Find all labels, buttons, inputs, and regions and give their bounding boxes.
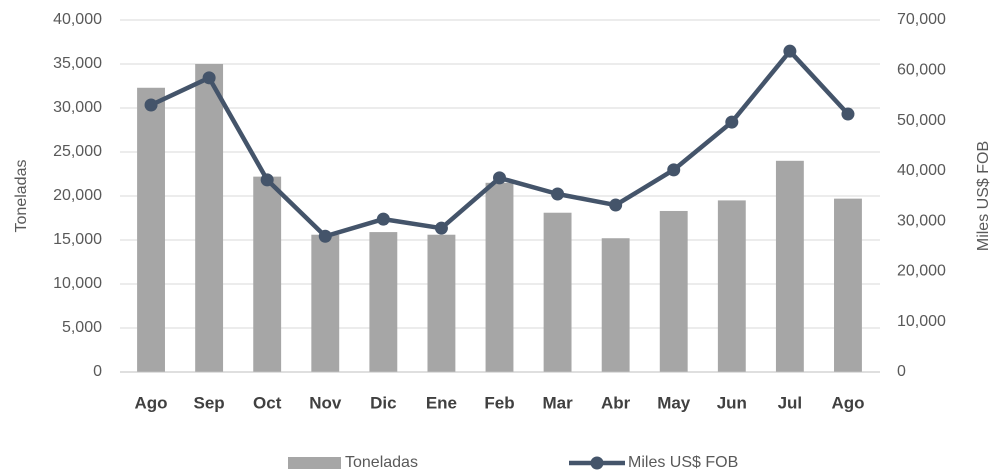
- x-tick-label: Dic: [370, 393, 396, 412]
- y2-tick-label: 0: [897, 363, 906, 380]
- y2-tick-label: 50,000: [897, 112, 946, 129]
- y2-tick-label: 40,000: [897, 162, 946, 179]
- line-marker: [609, 198, 623, 212]
- y2-tick-label: 70,000: [897, 11, 946, 28]
- bar: [601, 238, 630, 372]
- x-tick-label: Nov: [309, 393, 342, 412]
- x-tick-label: Abr: [601, 393, 631, 412]
- legend-label: Toneladas: [345, 454, 418, 471]
- line-marker: [376, 212, 390, 226]
- line-marker: [260, 173, 274, 187]
- x-tick-label: Sep: [194, 393, 225, 412]
- y-tick-label: 10,000: [53, 275, 102, 292]
- line-marker: [202, 71, 216, 85]
- y2-tick-label: 20,000: [897, 263, 946, 280]
- bar: [253, 176, 282, 372]
- x-tick-label: Oct: [253, 393, 282, 412]
- legend-swatch: [288, 457, 341, 469]
- legend-marker: [590, 456, 604, 470]
- bar: [311, 234, 340, 372]
- line-marker: [144, 98, 158, 112]
- y-tick-label: 5,000: [62, 319, 102, 336]
- line-marker: [551, 187, 565, 201]
- y-tick-label: 35,000: [53, 55, 102, 72]
- bar: [485, 182, 514, 372]
- y-tick-label: 0: [93, 363, 102, 380]
- bar: [427, 234, 456, 372]
- y-tick-label: 15,000: [53, 231, 102, 248]
- y-axis-label: Toneladas: [13, 160, 30, 233]
- legend-label: Miles US$ FOB: [628, 454, 738, 471]
- x-tick-label: May: [657, 393, 691, 412]
- bar: [369, 232, 398, 372]
- y2-tick-label: 60,000: [897, 62, 946, 79]
- line-marker: [318, 229, 332, 243]
- line-marker: [493, 171, 506, 185]
- bar: [659, 210, 688, 372]
- bar: [195, 64, 224, 372]
- x-tick-label: Ago: [135, 393, 168, 412]
- bar: [775, 160, 804, 372]
- x-tick-label: Ago: [831, 393, 864, 412]
- bar: [834, 198, 862, 372]
- y2-tick-label: 10,000: [897, 313, 946, 330]
- x-tick-label: Jul: [778, 393, 803, 412]
- y-tick-label: 40,000: [53, 11, 102, 28]
- bar: [137, 87, 165, 372]
- bar: [543, 212, 572, 372]
- line-marker: [841, 107, 855, 121]
- bar: [717, 200, 746, 372]
- x-tick-label: Ene: [426, 393, 457, 412]
- line-marker: [434, 221, 448, 235]
- line-marker: [783, 44, 797, 58]
- x-tick-label: Feb: [484, 393, 514, 412]
- line-marker: [725, 115, 739, 129]
- line-marker: [667, 163, 681, 177]
- y-tick-label: 30,000: [53, 99, 102, 116]
- x-tick-label: Mar: [542, 393, 573, 412]
- y-tick-label: 20,000: [53, 187, 102, 204]
- y2-tick-label: 30,000: [897, 212, 946, 229]
- y2-axis-label: Miles US$ FOB: [975, 141, 992, 251]
- x-tick-label: Jun: [717, 393, 747, 412]
- y-tick-label: 25,000: [53, 143, 102, 160]
